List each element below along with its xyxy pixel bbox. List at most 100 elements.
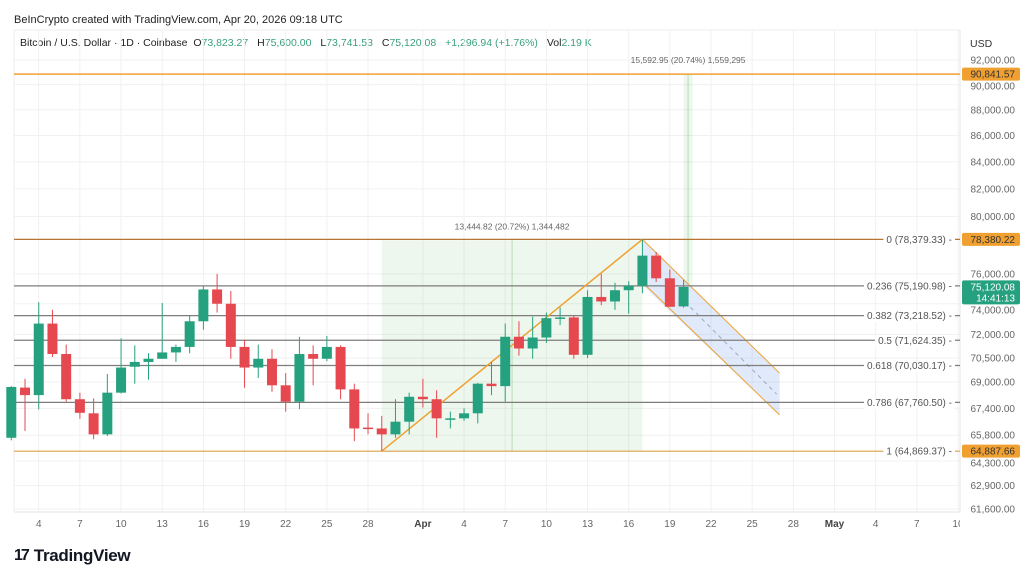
fib-label-bg bbox=[863, 311, 955, 323]
x-tick-label: 13 bbox=[157, 519, 169, 530]
candle-up bbox=[157, 302, 168, 359]
tradingview-logo[interactable]: 17 TradingView bbox=[14, 546, 131, 566]
candle-down bbox=[376, 415, 387, 452]
y-tick-label: 82,000.00 bbox=[971, 184, 1016, 195]
candle-body bbox=[513, 336, 524, 349]
open-label: O bbox=[193, 37, 202, 49]
candle-body bbox=[459, 413, 470, 419]
candle-body bbox=[253, 358, 264, 368]
candle-up bbox=[445, 411, 456, 429]
fib-label-bg bbox=[863, 360, 955, 372]
candle-body bbox=[390, 421, 401, 435]
trend-line bbox=[381, 238, 643, 452]
drawings: 13,444.82 (20.72%) 1,344,482 15,592.95 (2… bbox=[14, 55, 960, 452]
candle-body bbox=[116, 367, 127, 393]
candle-down bbox=[513, 321, 524, 356]
x-tick-label: 4 bbox=[873, 519, 879, 530]
fib-level-label: 0.618 (70,030.17) - bbox=[867, 361, 952, 372]
candle-body bbox=[349, 389, 360, 429]
x-tick-label: 25 bbox=[747, 519, 759, 530]
fib-level-label: 0.786 (67,760.50) - bbox=[867, 398, 952, 409]
candle-body bbox=[335, 346, 346, 390]
symbol-title[interactable]: Bitcoin / U.S. Dollar · 1D · Coinbase bbox=[20, 37, 188, 49]
candle-body bbox=[20, 387, 31, 396]
candle-body bbox=[170, 346, 181, 353]
candle-body bbox=[184, 321, 195, 347]
grid bbox=[13, 29, 961, 513]
candle-down bbox=[47, 309, 58, 358]
candle-body bbox=[266, 358, 277, 386]
candle-up bbox=[541, 312, 552, 343]
price-axis[interactable]: USD 92,000.00 90,000.00 88,000.00 86,000.00… bbox=[962, 38, 1020, 516]
candle-down bbox=[349, 383, 360, 442]
y-tick-label: 80,000.00 bbox=[971, 212, 1016, 223]
candle-down bbox=[664, 269, 675, 307]
y-tick-label: 61,600.00 bbox=[971, 505, 1016, 516]
x-tick-label: 4 bbox=[36, 519, 42, 530]
candle-up bbox=[459, 408, 470, 421]
x-tick-label: 19 bbox=[664, 519, 676, 530]
x-tick-label: 16 bbox=[623, 519, 635, 530]
candle-up bbox=[609, 282, 620, 310]
measure-box bbox=[683, 74, 693, 286]
fib-level-label: 0.382 (73,218.52) - bbox=[867, 311, 952, 322]
candle-body bbox=[431, 399, 442, 419]
candle-up bbox=[170, 344, 181, 362]
candle-up bbox=[527, 316, 538, 359]
open-value: 73,823.27 bbox=[201, 37, 249, 49]
candle-up bbox=[500, 323, 511, 402]
candle-up bbox=[184, 315, 195, 354]
candle-body bbox=[157, 352, 168, 359]
time-axis[interactable]: 4 7 10 13 16 19 22 25 28 Apr 4 7 10 13 16 19 22 25 28 May 4 7… bbox=[36, 519, 964, 530]
candle-down bbox=[88, 398, 99, 440]
symbol-legend: Bitcoin / U.S. Dollar · 1D · Coinbase O7… bbox=[20, 37, 598, 49]
candle-body bbox=[33, 323, 44, 396]
y-tick-label: 64,300.00 bbox=[971, 459, 1016, 470]
candle-body bbox=[486, 383, 497, 387]
candle-body bbox=[404, 396, 415, 422]
candle-body bbox=[225, 303, 236, 347]
fib-level-label: 1 (64,869.37) - bbox=[886, 447, 952, 458]
candle-body bbox=[582, 296, 593, 355]
candle-up bbox=[198, 285, 209, 330]
x-tick-label: 10 bbox=[541, 519, 553, 530]
x-tick-label: 25 bbox=[321, 519, 333, 530]
candle-down bbox=[596, 273, 607, 306]
candle-down bbox=[212, 273, 223, 313]
fib-label-bg bbox=[863, 397, 955, 409]
candle-down bbox=[239, 339, 250, 388]
high-value: 75,600.00 bbox=[264, 37, 312, 49]
candle-body bbox=[129, 361, 140, 367]
channel-upper-line bbox=[642, 239, 780, 374]
candle-body bbox=[500, 336, 511, 387]
candle-body bbox=[308, 354, 319, 359]
candle-body bbox=[74, 399, 85, 413]
x-tick-label: 7 bbox=[914, 519, 920, 530]
change-value: +1,296.94 (+1.76%) bbox=[445, 37, 538, 49]
candle-up bbox=[623, 281, 634, 314]
y-tick-label: 92,000.00 bbox=[971, 56, 1016, 67]
candle-up bbox=[555, 307, 566, 326]
y-tick-label: 88,000.00 bbox=[971, 105, 1016, 116]
candle-body bbox=[280, 385, 291, 402]
x-tick-label: Apr bbox=[414, 519, 431, 530]
currency-label[interactable]: USD bbox=[970, 38, 993, 50]
price-badge bbox=[962, 232, 1020, 246]
y-tick-label: 72,000.00 bbox=[971, 330, 1016, 341]
candle-body bbox=[212, 289, 223, 304]
candle-down bbox=[568, 315, 579, 359]
candle-down bbox=[486, 361, 497, 396]
candle-down bbox=[20, 378, 31, 431]
channel-lower-line bbox=[645, 284, 780, 416]
candle-up bbox=[253, 344, 264, 379]
candle-body bbox=[417, 396, 428, 400]
y-tick-label: 74,000.00 bbox=[971, 305, 1016, 316]
volume-label: Vol bbox=[546, 37, 562, 49]
x-tick-label: 10 bbox=[952, 519, 964, 530]
candle-body bbox=[88, 413, 99, 435]
candle-down bbox=[417, 378, 428, 408]
x-tick-label: 16 bbox=[198, 519, 210, 530]
fib-label-bg bbox=[863, 281, 955, 293]
x-tick-label: 19 bbox=[239, 519, 251, 530]
